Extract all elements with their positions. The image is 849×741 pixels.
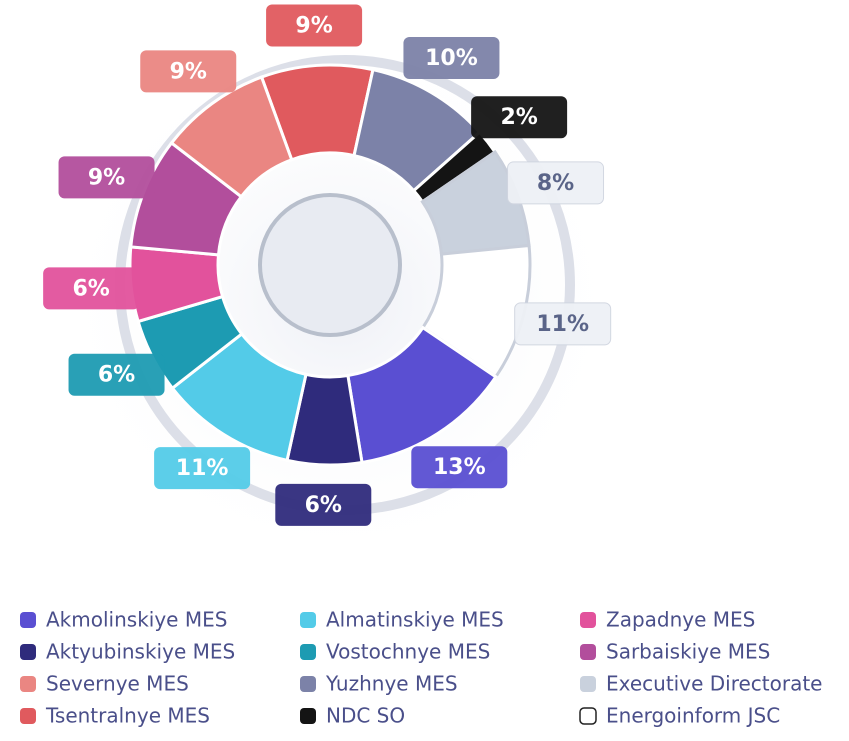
legend-swatch	[580, 612, 596, 628]
donut-segment	[169, 75, 294, 199]
value-tag	[275, 483, 372, 526]
value-tag	[403, 36, 500, 79]
value-label: 9%	[170, 59, 207, 84]
legend-swatch	[579, 707, 597, 725]
legend-swatch	[300, 708, 316, 724]
legend-label: Aktyubinskiye MES	[46, 640, 235, 664]
legend-swatch	[300, 612, 316, 628]
value-tag	[154, 447, 251, 490]
legend-label: Tsentralnye MES	[45, 704, 210, 728]
hub	[258, 193, 402, 337]
value-tag	[507, 161, 605, 205]
value-label: 9%	[88, 165, 125, 190]
legend-swatch	[580, 676, 596, 692]
legend-label: Zapadnye MES	[606, 608, 755, 632]
value-tag	[411, 446, 508, 489]
legend-swatch	[580, 644, 596, 660]
legend-swatch	[300, 644, 316, 660]
value-tag	[43, 267, 140, 310]
value-label: 11%	[176, 456, 229, 481]
legend-label: Executive Directorate	[606, 672, 822, 696]
value-label: 9%	[295, 14, 332, 39]
legend-swatch	[20, 708, 36, 724]
value-label: 11%	[536, 312, 589, 337]
legend-swatch	[20, 676, 36, 692]
legend-swatch	[20, 644, 36, 660]
legend-swatch	[300, 676, 316, 692]
legend-label: Almatinskiye MES	[326, 608, 504, 632]
value-tag	[266, 4, 363, 47]
value-label: 6%	[98, 363, 135, 388]
legend-label: Severnye MES	[46, 672, 189, 696]
legend-swatch	[20, 612, 36, 628]
value-label: 6%	[305, 493, 342, 518]
legend-label: Sarbaiskiye MES	[606, 640, 770, 664]
value-label: 2%	[500, 105, 537, 130]
legend-label: Akmolinskiye MES	[46, 608, 227, 632]
legend-label: Energoinform JSC	[606, 704, 780, 728]
value-label: 6%	[72, 276, 109, 301]
value-tag	[58, 156, 155, 199]
legend-label: Yuzhnye MES	[325, 672, 458, 696]
value-tag	[471, 96, 568, 139]
value-label: 10%	[425, 46, 478, 71]
value-tag	[140, 50, 237, 93]
value-tag	[68, 353, 165, 396]
value-tag	[514, 302, 612, 346]
value-label: 8%	[537, 171, 574, 196]
legend-label: Vostochnye MES	[326, 640, 490, 664]
legend-label: NDC SO	[326, 704, 405, 728]
value-label: 13%	[433, 455, 486, 480]
